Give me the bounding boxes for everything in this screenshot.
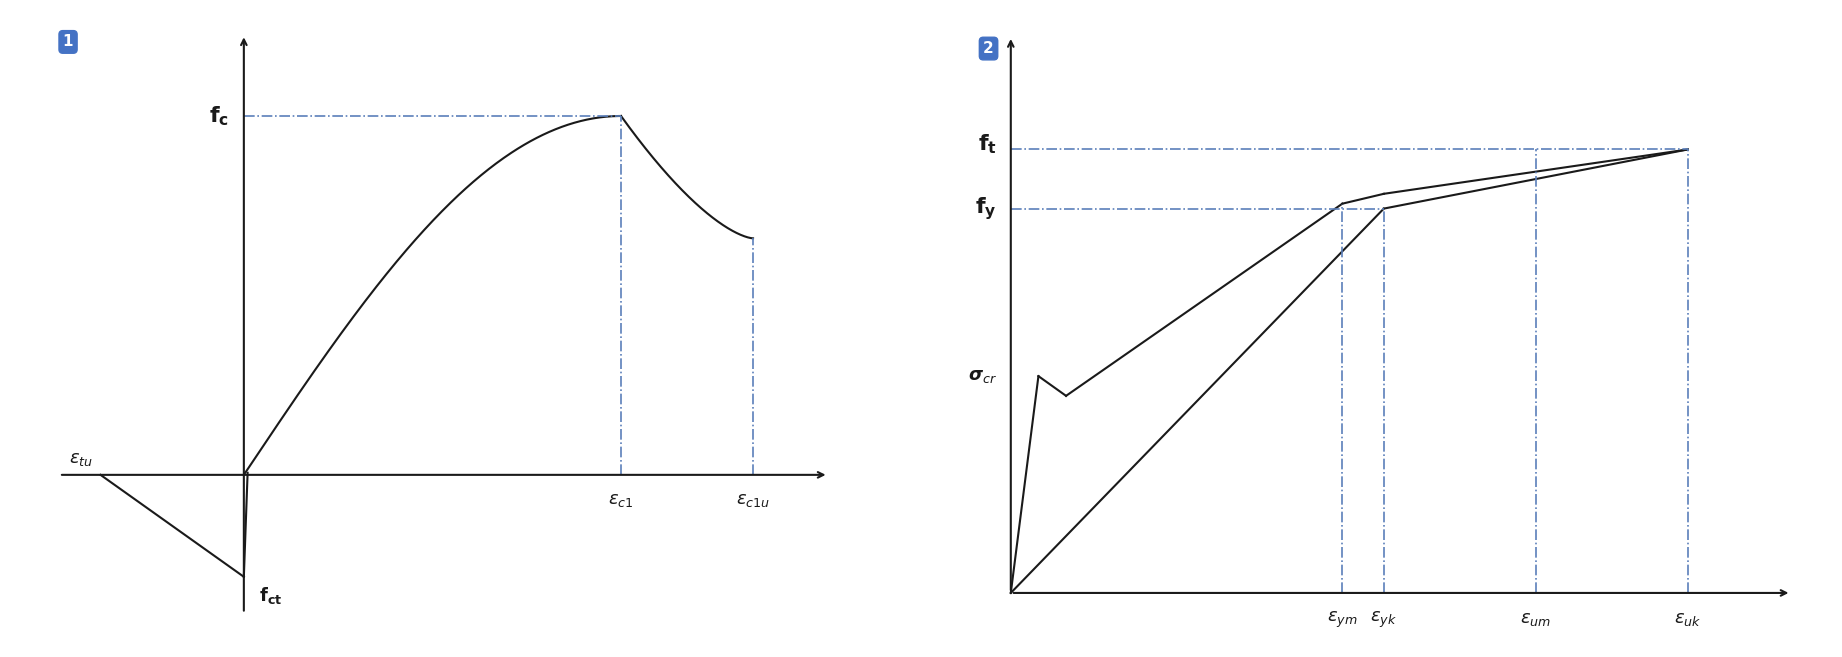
Text: $\boldsymbol{\sigma}_{cr}$: $\boldsymbol{\sigma}_{cr}$ [969, 367, 997, 385]
Text: $\varepsilon_{c1}$: $\varepsilon_{c1}$ [608, 491, 634, 509]
Text: $\varepsilon_{um}$: $\varepsilon_{um}$ [1520, 610, 1551, 628]
Text: $\mathbf{f_t}$: $\mathbf{f_t}$ [978, 133, 997, 156]
Text: $\varepsilon_{ym}$: $\varepsilon_{ym}$ [1326, 610, 1358, 630]
Text: $\varepsilon_{yk}$: $\varepsilon_{yk}$ [1370, 610, 1398, 630]
Text: $\varepsilon_{uk}$: $\varepsilon_{uk}$ [1674, 610, 1702, 628]
Text: $\mathbf{f_y}$: $\mathbf{f_y}$ [974, 195, 997, 222]
Text: $\varepsilon_{tu}$: $\varepsilon_{tu}$ [68, 449, 92, 468]
Text: $\mathbf{f_c}$: $\mathbf{f_c}$ [208, 104, 228, 128]
Text: 2: 2 [984, 41, 995, 56]
Text: 1: 1 [63, 34, 74, 49]
Text: $\mathbf{f_{ct}}$: $\mathbf{f_{ct}}$ [260, 585, 282, 606]
Text: $\varepsilon_{c1u}$: $\varepsilon_{c1u}$ [737, 491, 770, 509]
